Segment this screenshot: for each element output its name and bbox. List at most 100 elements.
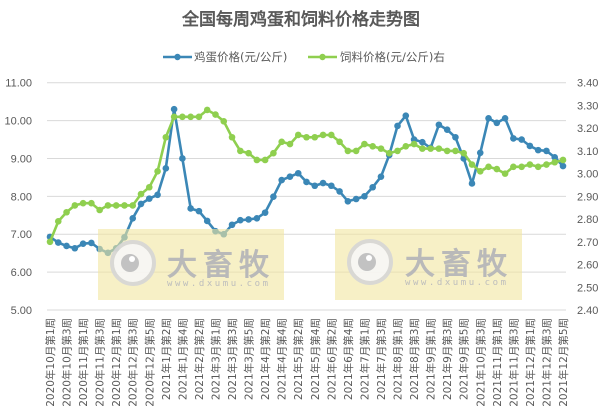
x-axis-tick-label: 2020年10月第1周: [44, 318, 57, 407]
x-axis-tick-label: 2021年4月第4周: [276, 318, 289, 400]
data-point-marker: [468, 180, 476, 187]
left-axis-tick-label: 8.00: [11, 191, 32, 203]
data-point-marker: [63, 208, 70, 216]
data-point-marker: [369, 143, 376, 150]
data-point-marker: [476, 149, 484, 157]
x-axis-tick-label: 2021年6月第4周: [342, 318, 355, 400]
data-point-marker: [104, 202, 112, 209]
data-point-marker: [427, 145, 434, 152]
right-axis-tick-label: 2.90: [577, 191, 598, 203]
data-point-marker: [96, 206, 103, 214]
data-point-marker: [311, 182, 319, 190]
data-point-marker: [145, 183, 153, 191]
x-axis-tick-label: 2021年5月第4周: [309, 318, 322, 400]
data-point-marker: [394, 147, 401, 155]
right-axis-tick-label: 2.60: [577, 260, 598, 272]
green-line-marker-icon: [308, 53, 337, 61]
data-point-marker: [187, 113, 194, 121]
left-axis-tick-label: 6.00: [11, 267, 32, 279]
data-point-marker: [137, 200, 145, 208]
legend: 鸡蛋价格(元/公斤) 饲料价格(元/公斤)右: [163, 50, 445, 64]
x-axis-tick-label: 2021年11月第3周: [507, 318, 520, 407]
data-point-marker: [303, 133, 310, 141]
data-point-marker: [71, 244, 79, 252]
x-axis-tick-label: 2021年8月第3周: [408, 318, 421, 400]
data-point-marker: [460, 149, 468, 157]
data-point-marker: [237, 147, 244, 155]
data-point-marker: [534, 163, 542, 171]
x-axis-tick-label: 2021年11月第1周: [491, 318, 504, 407]
data-point-marker: [361, 140, 368, 148]
data-point-marker: [336, 188, 343, 195]
data-point-marker: [71, 202, 79, 209]
data-point-marker: [54, 218, 62, 225]
data-point-marker: [154, 191, 161, 199]
data-point-marker: [452, 133, 459, 141]
x-axis-tick-label: 2021年7月第1周: [358, 318, 371, 400]
data-point-marker: [63, 242, 70, 250]
data-point-marker: [270, 193, 277, 201]
x-axis-tick-label: 2021年10月第3周: [474, 318, 487, 407]
data-point-marker: [468, 161, 476, 168]
x-axis-tick-label: 2020年10月第3周: [61, 318, 74, 407]
data-point-marker: [154, 168, 161, 175]
data-point-marker: [294, 131, 302, 139]
x-axis-tick-label: 2021年1月第2周: [160, 318, 173, 400]
data-point-marker: [88, 239, 95, 247]
data-point-marker: [212, 111, 219, 118]
data-point-marker: [88, 199, 95, 207]
data-point-marker: [319, 179, 327, 187]
x-axis-tick-label: 2021年3月第3周: [226, 318, 239, 400]
data-point-marker: [402, 143, 410, 150]
feed-price-series: [46, 106, 567, 246]
x-axis-tick-label: 2020年12月第5周: [143, 318, 156, 407]
legend-item-egg-price: 鸡蛋价格(元/公斤): [163, 50, 287, 64]
data-point-marker: [435, 145, 443, 152]
data-point-marker: [311, 133, 319, 141]
data-point-marker: [270, 149, 277, 157]
data-point-marker: [245, 216, 252, 223]
data-point-marker: [179, 155, 186, 162]
data-point-marker: [419, 145, 426, 152]
data-point-marker: [485, 115, 492, 122]
data-point-marker: [518, 163, 525, 171]
x-axis-tick-label: 2021年6月第2周: [325, 318, 338, 400]
data-point-marker: [352, 147, 360, 155]
right-axis-tick-label: 3.20: [577, 123, 598, 135]
x-axis-tick-label: 2020年12月第3周: [127, 318, 140, 407]
x-axis-tick-label: 2020年12月第1周: [110, 318, 123, 407]
data-point-marker: [261, 156, 269, 164]
data-point-marker: [402, 112, 410, 119]
data-point-marker: [328, 131, 335, 139]
data-point-marker: [286, 173, 294, 180]
x-axis-tick-label: 2021年9月第5周: [458, 318, 471, 400]
data-point-marker: [518, 136, 525, 143]
data-point-marker: [361, 193, 368, 200]
x-axis-tick-label: 2021年3月第1周: [209, 318, 222, 400]
right-axis-tick-label: 2.70: [577, 237, 598, 249]
data-point-marker: [46, 238, 54, 246]
data-point-marker: [278, 138, 285, 146]
data-point-marker: [394, 122, 401, 130]
x-axis-tick-label: 2021年9月第1周: [425, 318, 438, 400]
data-point-marker: [79, 240, 87, 248]
x-axis-tick-label: 2021年3月第5周: [243, 318, 256, 400]
watermark-url-text: www.dxumu.com: [167, 279, 269, 289]
x-axis-tick-label: 2021年12月第3周: [540, 318, 553, 407]
data-point-marker: [328, 182, 335, 190]
right-y-axis: 3.40 3.30 3.20 3.10 3.00 2.90 2.80 2.70 2.60 2.50…: [577, 78, 598, 317]
left-y-axis: 11.00 10.00 9.00 8.00 7.00 6.00 5.00: [4, 78, 32, 317]
data-point-marker: [419, 138, 426, 146]
data-point-marker: [195, 207, 203, 215]
data-point-marker: [112, 202, 120, 209]
data-point-marker: [344, 197, 352, 205]
data-point-marker: [228, 133, 236, 141]
right-axis-tick-label: 3.40: [577, 78, 598, 90]
x-axis-tick-label: 2021年7月第3周: [375, 318, 388, 400]
left-axis-tick-label: 11.00: [5, 78, 32, 90]
data-point-marker: [493, 119, 501, 127]
data-point-marker: [162, 133, 170, 141]
